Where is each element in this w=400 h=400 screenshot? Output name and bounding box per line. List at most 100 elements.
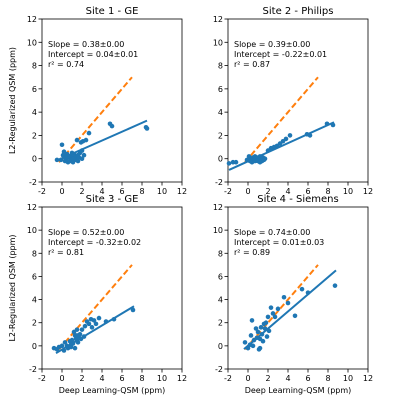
data-point <box>253 326 259 331</box>
y-tick-label: 6 <box>32 85 37 94</box>
data-point <box>96 315 102 321</box>
data-point <box>75 152 81 158</box>
plot-frame <box>227 18 369 183</box>
y-tick-label: -2 <box>29 178 37 187</box>
panel-title: Site 1 - GE <box>86 6 139 17</box>
y-tick-label: 8 <box>32 249 37 258</box>
y-tick-label: -2 <box>29 365 37 374</box>
y-tick-label: 6 <box>32 272 37 281</box>
annotation-line: r² = 0.87 <box>234 60 270 69</box>
x-tick-label: 4 <box>99 187 104 196</box>
data-point <box>62 340 68 345</box>
data-point <box>233 159 239 165</box>
data-point <box>72 345 78 351</box>
data-point <box>275 306 281 312</box>
annotation-line: Slope = 0.39±0.00 <box>234 40 310 49</box>
data-point <box>75 158 81 164</box>
y-tick-label: 10 <box>213 38 223 47</box>
data-point <box>249 318 255 323</box>
data-point <box>79 327 85 332</box>
data-point <box>255 329 261 335</box>
data-point <box>91 318 97 323</box>
x-tick-label: 10 <box>343 374 353 383</box>
identity-line <box>58 264 133 350</box>
data-point <box>258 325 264 330</box>
y-axis-label: L2-Regularized QSM (ppm) <box>8 47 17 154</box>
data-point <box>81 152 87 158</box>
x-tick-label: 8 <box>325 187 330 196</box>
data-point <box>83 137 89 143</box>
data-point <box>299 286 305 292</box>
x-tick-label: 4 <box>285 374 290 383</box>
data-point <box>292 313 298 319</box>
data-point <box>242 340 248 345</box>
data-point <box>86 321 92 327</box>
panel-3: -2 0 2 4 6 8 10 12 -2 0 2 4 6 8 10 12 Site 3 - GE Deep Le… <box>8 194 187 395</box>
y-tick-label: 0 <box>32 342 37 351</box>
data-point <box>79 156 85 162</box>
y-tick-label: 12 <box>213 15 223 24</box>
plot-frame <box>41 18 183 183</box>
x-tick-label: -2 <box>224 374 232 383</box>
data-point <box>59 142 65 148</box>
y-tick-label: 6 <box>218 85 223 94</box>
panel-title: Site 4 - Siemens <box>257 194 338 205</box>
data-point <box>287 133 293 138</box>
y-tick-label: 12 <box>213 203 223 212</box>
data-point <box>70 156 76 162</box>
y-tick-label: 8 <box>32 62 37 71</box>
y-tick-label: 4 <box>218 108 223 117</box>
annotation-line: Intercept = -0.32±0.02 <box>48 238 141 247</box>
x-tick-label: 2 <box>265 374 270 383</box>
annotation-line: Intercept = -0.22±0.01 <box>234 50 327 59</box>
data-point <box>54 157 60 163</box>
y-axis-label: L2-Regularized QSM (ppm) <box>8 234 17 341</box>
data-point <box>248 333 254 338</box>
x-axis-label: Deep Learning-QSM (ppm) <box>59 386 166 395</box>
data-point <box>82 323 88 329</box>
data-point <box>257 159 263 165</box>
y-tick-label: 0 <box>218 342 223 351</box>
x-tick-label: 6 <box>305 374 310 383</box>
annotation-line: Intercept = 0.01±0.03 <box>234 238 324 247</box>
panel-title: Site 2 - Philips <box>263 6 334 17</box>
y-tick-label: 8 <box>218 62 223 71</box>
regression-line <box>243 269 337 350</box>
data-point <box>264 334 270 339</box>
data-point <box>332 283 338 288</box>
y-tick-label: 2 <box>32 319 37 328</box>
data-point <box>130 307 136 313</box>
y-tick-label: 0 <box>32 155 37 164</box>
annotation-line: Slope = 0.38±0.00 <box>48 40 124 49</box>
identity-line <box>244 76 319 163</box>
y-tick-label: 12 <box>27 203 37 212</box>
x-tick-label: 12 <box>363 187 373 196</box>
x-tick-label: 4 <box>285 187 290 196</box>
regression-line <box>228 121 335 171</box>
panel-2: -2 0 2 4 6 8 10 12 -2 0 2 4 6 8 10 12 Site 2 - Philips Sl… <box>213 6 373 196</box>
y-tick-label: -2 <box>215 365 223 374</box>
x-tick-label: 2 <box>79 374 84 383</box>
annotation-line: Slope = 0.52±0.00 <box>48 228 124 237</box>
annotation-line: r² = 0.89 <box>234 248 270 257</box>
data-point <box>281 294 287 300</box>
y-tick-label: 10 <box>27 226 37 235</box>
annotation-line: Intercept = 0.04±0.01 <box>48 50 138 59</box>
regression-line <box>55 305 135 355</box>
y-tick-label: 8 <box>218 249 223 258</box>
y-tick-label: 4 <box>32 108 37 117</box>
data-point <box>257 345 263 351</box>
identity-line <box>244 264 319 350</box>
x-tick-label: -2 <box>38 187 46 196</box>
annotation-line: r² = 0.74 <box>48 60 84 69</box>
x-tick-label: 6 <box>119 374 124 383</box>
x-tick-label: 0 <box>59 374 64 383</box>
x-tick-label: 10 <box>157 187 167 196</box>
x-tick-label: 12 <box>363 374 373 383</box>
x-tick-label: 10 <box>343 187 353 196</box>
y-tick-label: 2 <box>218 319 223 328</box>
x-tick-label: 2 <box>79 187 84 196</box>
y-tick-label: 12 <box>27 15 37 24</box>
x-tick-label: -2 <box>224 187 232 196</box>
